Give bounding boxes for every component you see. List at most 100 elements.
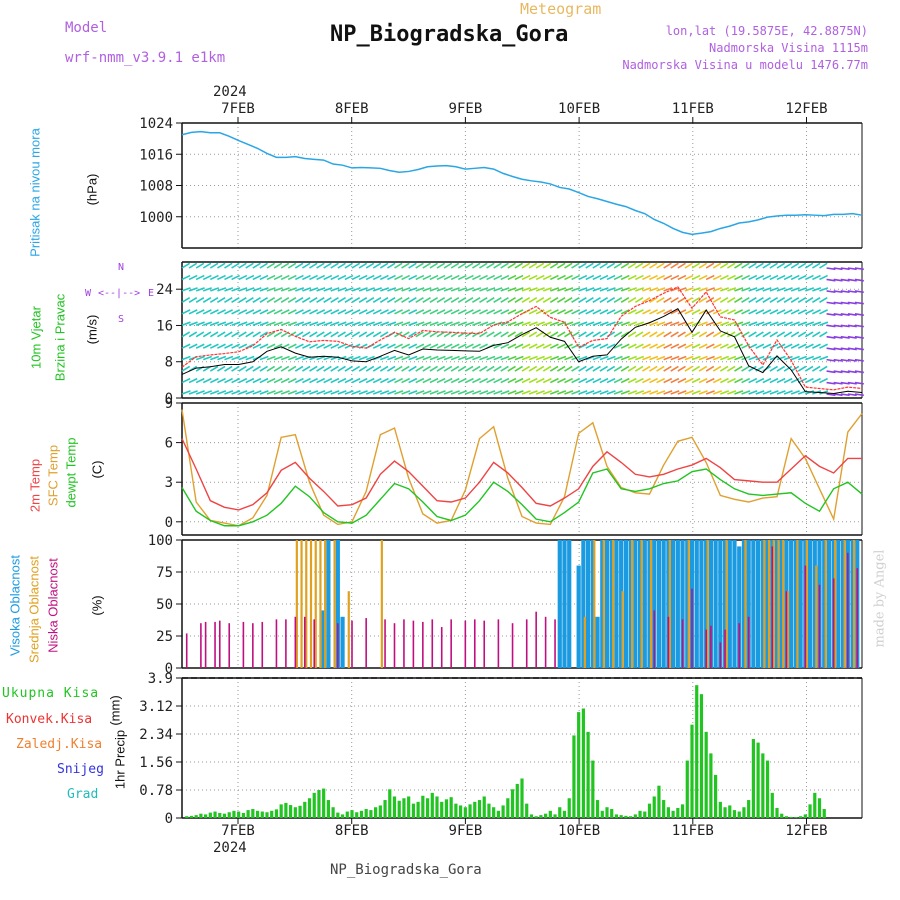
precip-bar [364, 809, 368, 818]
wind-barb [188, 274, 198, 281]
wind-barb [847, 347, 857, 351]
wind-barb [854, 393, 864, 397]
wind-barb [471, 296, 481, 304]
wind-barb [854, 290, 864, 294]
wind-barb [783, 309, 793, 315]
wind-barb [500, 343, 510, 349]
wind-barb [372, 365, 382, 372]
cloud-high-bar [619, 540, 624, 668]
wind-barb [656, 296, 665, 304]
cloud-low-bar [303, 616, 306, 668]
wind-barb [500, 296, 509, 304]
cloud-low-bar [724, 629, 726, 668]
wind-barb [854, 335, 864, 339]
cloud-low-bar [747, 616, 750, 668]
wind-barb [330, 377, 340, 384]
cloud-mid-bar [333, 540, 336, 668]
wind-barb [606, 355, 616, 361]
precip-bar [770, 792, 774, 818]
wind-barb [394, 377, 403, 384]
wind-barb [330, 365, 339, 372]
wind-barb [627, 262, 637, 269]
wind-barb [571, 262, 580, 269]
wind-barb [245, 262, 254, 269]
precip-bar [237, 811, 241, 818]
wind-barb [762, 343, 772, 349]
model-value: wrf-nmm_v3.9.1 e1km [65, 50, 226, 66]
cloud-mid-bar [687, 540, 690, 668]
wind-barb [762, 355, 772, 361]
wind-barb [493, 331, 502, 338]
wind-barb [316, 377, 326, 384]
wind-barb [500, 365, 509, 372]
wind-barb [202, 262, 212, 269]
cloud-low-bar [403, 619, 405, 668]
cloud-low-bar [440, 627, 443, 668]
wind-barb [698, 274, 708, 281]
wind-barb [486, 321, 496, 327]
x-tick-label-bottom: 10FEB [558, 823, 600, 839]
x-tick-label-top: 12FEB [785, 101, 827, 117]
wind-barb [379, 377, 389, 384]
wind-barb [819, 296, 828, 304]
wind-barb [450, 365, 460, 372]
wind-barb [429, 365, 439, 372]
precip-legend-frz: Zaledj.Kisa [16, 737, 103, 752]
wind-barb [535, 390, 545, 395]
cloud-low-bar [431, 619, 434, 668]
wind-barb [436, 262, 446, 269]
wind-barb [542, 262, 552, 269]
wind-barb [698, 343, 708, 349]
precip-bar [322, 788, 326, 818]
wind-barb [224, 365, 233, 372]
wind-barb [294, 296, 304, 304]
compass-n: N [118, 262, 125, 273]
wind-barb [450, 274, 460, 281]
precip-bar [610, 809, 614, 818]
wind-barb [436, 287, 446, 292]
wind-barb [635, 287, 645, 292]
wind-barb [316, 343, 326, 349]
x-tick-label-top: 7FEB [221, 101, 255, 117]
wind-barb [245, 365, 254, 372]
wind-barb [762, 262, 771, 269]
wind-barb [819, 309, 828, 315]
wind-barb [188, 296, 198, 304]
wind-barb [224, 355, 234, 361]
precip-bar [274, 809, 279, 818]
cloud-high-bar [590, 540, 595, 668]
wind-barb [691, 274, 701, 281]
wind-barb [599, 274, 609, 281]
wind-barb [783, 287, 793, 292]
wind-barb [677, 343, 687, 349]
precip-legend-total: Ukupna Kisa [2, 686, 100, 701]
cloud-mid-bar [796, 540, 799, 668]
wind-barb [840, 393, 850, 397]
wind-barb [309, 274, 318, 281]
wind-barb [691, 355, 701, 361]
wind-barb [287, 390, 297, 395]
wind-barb [217, 343, 226, 349]
wind-barb [309, 390, 319, 395]
wind-barb [323, 377, 333, 384]
wind-barb [209, 365, 219, 372]
precip-bar [345, 811, 349, 818]
wind-barb [379, 274, 389, 281]
x-tick-label-top: 11FEB [672, 101, 714, 117]
wind-barb [748, 390, 758, 395]
wind-barb [840, 278, 850, 282]
wind-barb [394, 390, 404, 395]
y-tick-label: 1008 [139, 179, 173, 195]
wind-barb [309, 309, 318, 315]
wind-barb [344, 321, 354, 327]
wind-barb [627, 309, 637, 315]
wind-barb [231, 390, 241, 395]
wind-barb [372, 355, 382, 361]
wind-barb [578, 321, 588, 327]
wind-barb [351, 343, 361, 349]
wind-barb [273, 331, 283, 338]
wind-barb [656, 287, 666, 292]
wind-barb [337, 287, 347, 292]
precip-bar [459, 805, 463, 818]
cloud-high-bar [637, 540, 643, 668]
